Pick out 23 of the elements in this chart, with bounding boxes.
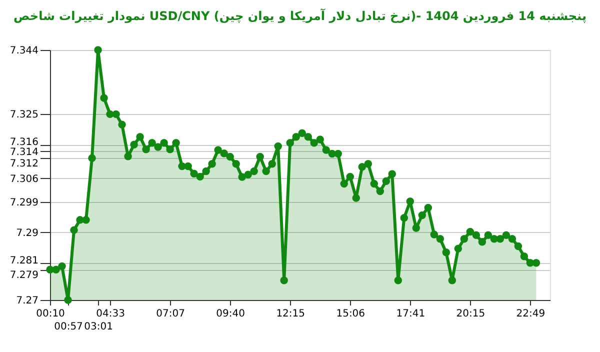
y-tick-label: 7.306: [10, 174, 38, 185]
x-tick-label: 17:41: [396, 308, 426, 320]
y-tick-label: 7.29: [16, 228, 38, 239]
x-tick-label: 00:10: [36, 308, 65, 320]
y-tick-label: 7.312: [10, 158, 38, 170]
y-tick-label: 7.299: [10, 198, 38, 209]
x-tick-label: 15:06: [336, 308, 366, 320]
chart-title: نمودار تغییرات شاخص USD/CNY (نرخ تبادل دلار آمریکا و یوان چین)- پنجشنبه 14 فروردین 1404: [14, 8, 586, 23]
y-tick-label: 7.314: [10, 146, 38, 158]
x-tick-label: 03:01: [84, 322, 113, 332]
y-tick-label: 7.325: [10, 110, 38, 121]
x-tick-label: 04:33: [96, 308, 125, 320]
x-tick-label: 00:57: [54, 322, 83, 332]
x-tick-label: 09:40: [216, 308, 245, 320]
y-tick-label: 7.344: [10, 46, 38, 56]
y-tick-label: 7.27: [16, 296, 38, 306]
y-tick-label: 7.279: [10, 270, 38, 282]
y-tick-label: 7.281: [10, 255, 38, 266]
x-tick-label: 22:49: [516, 308, 546, 320]
x-tick-label: 12:15: [276, 308, 306, 320]
y-tick-label: 7.316: [10, 137, 38, 148]
x-tick-label: 07:07: [156, 308, 185, 320]
x-tick-label: 20:15: [456, 308, 486, 320]
